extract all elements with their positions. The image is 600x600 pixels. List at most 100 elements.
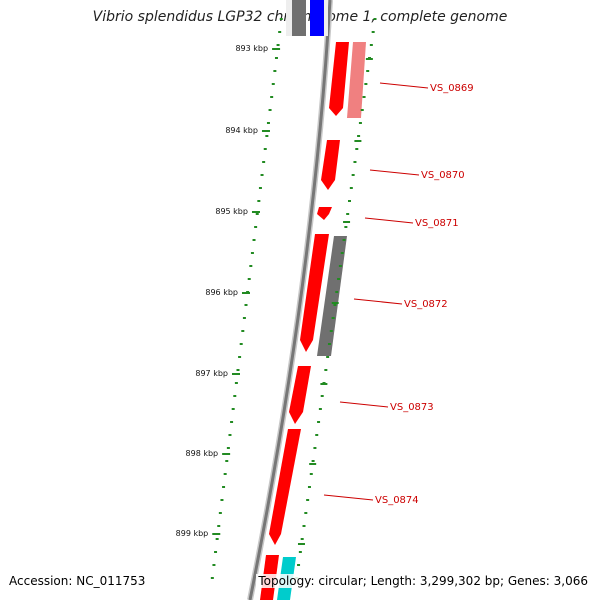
ruler-dot bbox=[364, 83, 368, 85]
ruler-dot bbox=[234, 382, 238, 384]
ruler-major-tick bbox=[309, 463, 317, 465]
ruler-dot bbox=[348, 200, 351, 202]
ruler-dot bbox=[212, 564, 216, 566]
gene-label: VS_0872 bbox=[404, 299, 448, 310]
gene-leader-line bbox=[339, 401, 389, 408]
ruler-dot bbox=[369, 44, 373, 46]
ruler-dot bbox=[214, 551, 218, 553]
gene-label: VS_0871 bbox=[415, 218, 459, 229]
ruler-dot bbox=[337, 278, 341, 280]
ruler-dot bbox=[228, 434, 232, 436]
ruler-dot bbox=[266, 122, 270, 124]
gene-label: VS_0870 bbox=[421, 170, 465, 181]
ruler-tick-label: 894 kbp bbox=[225, 126, 258, 135]
cds-vs0869-right bbox=[347, 42, 366, 118]
ruler-dot bbox=[222, 486, 226, 488]
ruler-dot bbox=[315, 434, 319, 436]
cds-vs0870 bbox=[321, 140, 340, 190]
gene-leader-line bbox=[353, 298, 403, 305]
ruler-dot bbox=[304, 512, 308, 514]
gene-label: VS_0869 bbox=[430, 83, 474, 94]
ruler-major-tick bbox=[231, 373, 240, 375]
ruler-dot bbox=[231, 408, 235, 410]
ruler-dot bbox=[320, 395, 324, 397]
ruler-dot bbox=[324, 369, 328, 371]
ruler-dot bbox=[298, 551, 302, 553]
ruler-dot bbox=[346, 213, 350, 215]
ruler-dot bbox=[217, 525, 221, 527]
gene-label: VS_0874 bbox=[375, 495, 419, 506]
cds-vs0872 bbox=[300, 234, 329, 352]
ruler-dot bbox=[360, 109, 364, 111]
ruler-dot bbox=[278, 31, 282, 33]
ruler-ticks: 893 kbp 894 kbp 895 kbp 896 kbp 897 kbp 898 k… bbox=[176, 18, 377, 579]
ruler-major-tick bbox=[272, 48, 281, 50]
ruler-dot bbox=[263, 148, 267, 150]
gene-leader-line bbox=[379, 82, 429, 89]
accession-label: Accession: NC_011753 bbox=[9, 574, 146, 588]
ruler-dot bbox=[373, 18, 377, 20]
ruler-dot bbox=[353, 161, 357, 163]
ruler-dot bbox=[268, 109, 272, 111]
ruler-tick-label: 899 kbp bbox=[176, 529, 209, 538]
ruler-dot bbox=[274, 57, 278, 59]
ruler-dot bbox=[351, 174, 355, 176]
ruler-major-tick bbox=[251, 211, 260, 213]
ruler-dot bbox=[355, 148, 359, 150]
ruler-dot bbox=[250, 252, 254, 254]
ruler-dot bbox=[344, 226, 348, 228]
ruler-dot bbox=[270, 96, 274, 98]
ruler-major-tick bbox=[343, 221, 351, 223]
cds-vs0874 bbox=[269, 429, 301, 545]
ruler-major-tick bbox=[365, 58, 373, 60]
ruler-dot bbox=[276, 44, 280, 46]
ruler-dot bbox=[210, 577, 214, 579]
gene-leader-line bbox=[323, 494, 374, 501]
ruler-dot bbox=[326, 356, 330, 358]
ruler-dot bbox=[358, 122, 362, 124]
ruler-dot bbox=[220, 499, 224, 501]
ruler-dot bbox=[257, 200, 261, 202]
ruler-dot bbox=[241, 330, 245, 332]
ruler-major-tick bbox=[331, 302, 339, 304]
ruler-dot bbox=[333, 304, 337, 306]
genome-info-label: Topology: circular; Length: 3,299,302 bp… bbox=[256, 574, 590, 588]
ruler-dot bbox=[255, 213, 259, 215]
ruler-dot bbox=[238, 356, 242, 358]
ruler-dot bbox=[306, 499, 310, 501]
ruler-dot bbox=[226, 447, 230, 449]
feature-top-white-b bbox=[324, 0, 328, 36]
ruler-dot bbox=[233, 395, 237, 397]
ruler-dot bbox=[247, 278, 251, 280]
ruler-dot bbox=[362, 96, 366, 98]
ruler-dot bbox=[371, 31, 375, 33]
gene-label: VS_0873 bbox=[390, 402, 434, 413]
ruler-major-tick bbox=[261, 130, 270, 132]
ruler-dot bbox=[311, 460, 315, 462]
ruler-dot bbox=[271, 83, 275, 85]
ruler-dot bbox=[329, 330, 333, 332]
ruler-dot bbox=[225, 460, 229, 462]
ruler-dot bbox=[340, 252, 344, 254]
ruler-dot bbox=[260, 174, 264, 176]
ruler-dot bbox=[300, 538, 304, 540]
ruler-dot bbox=[230, 421, 234, 423]
ruler-dot bbox=[236, 369, 240, 371]
ruler-dot bbox=[317, 421, 321, 423]
ruler-major-tick bbox=[222, 453, 231, 455]
ruler-dot bbox=[349, 187, 353, 189]
ruler-dot bbox=[249, 265, 253, 267]
gene-leader-line bbox=[369, 169, 420, 176]
ruler-major-tick bbox=[320, 383, 328, 385]
feature-top-white-a bbox=[286, 0, 292, 36]
gene-labels: VS_0869 VS_0870 VS_0871 VS_0872 VS_0873 VS_08… bbox=[323, 82, 474, 506]
ruler-dot bbox=[302, 525, 306, 527]
ruler-dot bbox=[218, 512, 222, 514]
ruler-dot bbox=[223, 473, 227, 475]
ruler-dot bbox=[342, 239, 346, 241]
ruler-dot bbox=[335, 291, 339, 293]
ruler-dot bbox=[327, 343, 331, 345]
ruler-dot bbox=[331, 317, 335, 319]
gene-leader-line bbox=[364, 217, 414, 224]
cds-vs0869 bbox=[329, 42, 349, 116]
